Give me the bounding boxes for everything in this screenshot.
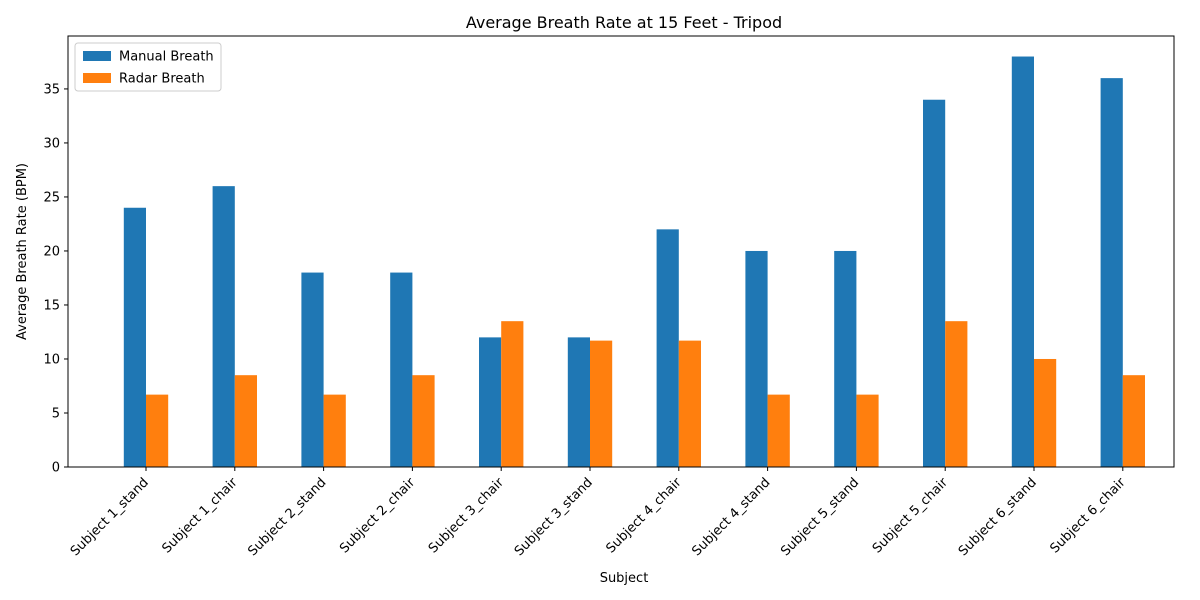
manual-breath-bar-3	[301, 272, 324, 467]
y-axis-label: Average Breath Rate (BPM)	[15, 163, 30, 340]
radar-breath-bar-11	[1034, 358, 1057, 467]
x-tick-label: Subject 6_stand	[956, 475, 1040, 559]
y-tick-label: 25	[43, 190, 60, 205]
x-tick-label: Subject 3_stand	[512, 475, 596, 559]
legend-box	[74, 42, 222, 92]
y-tick-label: 30	[43, 136, 60, 151]
x-tick-label: Subject 5_chair	[870, 475, 952, 557]
y-tick-label: 20	[43, 244, 60, 259]
x-tick-label: Subject 4_stand	[689, 475, 773, 559]
legend-swatch	[83, 51, 111, 61]
manual-breath-bar-11	[1011, 56, 1034, 468]
legend-entry: Manual Breath	[119, 50, 214, 65]
x-tick-label: Subject 3_chair	[426, 475, 508, 557]
x-tick-label: Subject 2_chair	[337, 475, 419, 557]
radar-breath-bar-8	[767, 394, 790, 467]
radar-breath-bar-4	[412, 375, 435, 467]
x-tick-label: Subject 1_stand	[68, 475, 152, 559]
y-tick-label: 15	[43, 298, 60, 313]
legend-swatch	[83, 73, 111, 83]
radar-breath-bar-5	[501, 321, 524, 467]
radar-breath-bar-12	[1122, 375, 1145, 467]
x-tick-label: Subject 2_stand	[245, 475, 329, 559]
y-axis-ticks: 0 5 10 15 20 25 30 35	[43, 82, 68, 476]
radar-breath-bar-6	[590, 340, 613, 467]
manual-breath-bar-4	[390, 272, 413, 467]
x-tick-label: Subject 6_chair	[1047, 475, 1129, 557]
legend-entry: Radar Breath	[119, 72, 205, 87]
y-tick-label: 10	[43, 352, 60, 367]
bars-group	[123, 56, 1145, 468]
manual-breath-bar-5	[479, 337, 502, 467]
y-tick-label: 0	[52, 461, 60, 476]
plot-frame	[67, 35, 1175, 468]
radar-breath-bar-1	[146, 394, 169, 467]
radar-breath-bar-10	[945, 321, 968, 467]
chart-title: Average Breath Rate at 15 Feet - Tripod	[466, 13, 782, 32]
y-tick-label: 5	[52, 406, 60, 421]
legend: Manual Breath Radar Breath	[74, 42, 222, 92]
x-tick-label: Subject 4_chair	[603, 475, 685, 557]
x-axis-ticks: Subject 1_stand Subject 1_chair Subject 2_…	[68, 467, 1129, 559]
x-axis-label: Subject	[600, 571, 649, 586]
radar-breath-bar-2	[234, 375, 257, 467]
radar-breath-bar-9	[856, 394, 879, 467]
manual-breath-bar-1	[123, 207, 146, 467]
manual-breath-bar-2	[212, 186, 235, 467]
radar-breath-bar-7	[678, 340, 701, 467]
x-tick-label: Subject 5_stand	[778, 475, 862, 559]
x-tick-label: Subject 1_chair	[159, 475, 241, 557]
manual-breath-bar-10	[923, 99, 946, 468]
manual-breath-bar-12	[1100, 78, 1123, 468]
y-tick-label: 35	[43, 82, 60, 97]
manual-breath-bar-8	[745, 250, 768, 467]
radar-breath-bar-3	[323, 394, 346, 467]
manual-breath-bar-6	[567, 337, 590, 467]
manual-breath-bar-9	[834, 250, 857, 467]
manual-breath-bar-7	[656, 229, 679, 467]
